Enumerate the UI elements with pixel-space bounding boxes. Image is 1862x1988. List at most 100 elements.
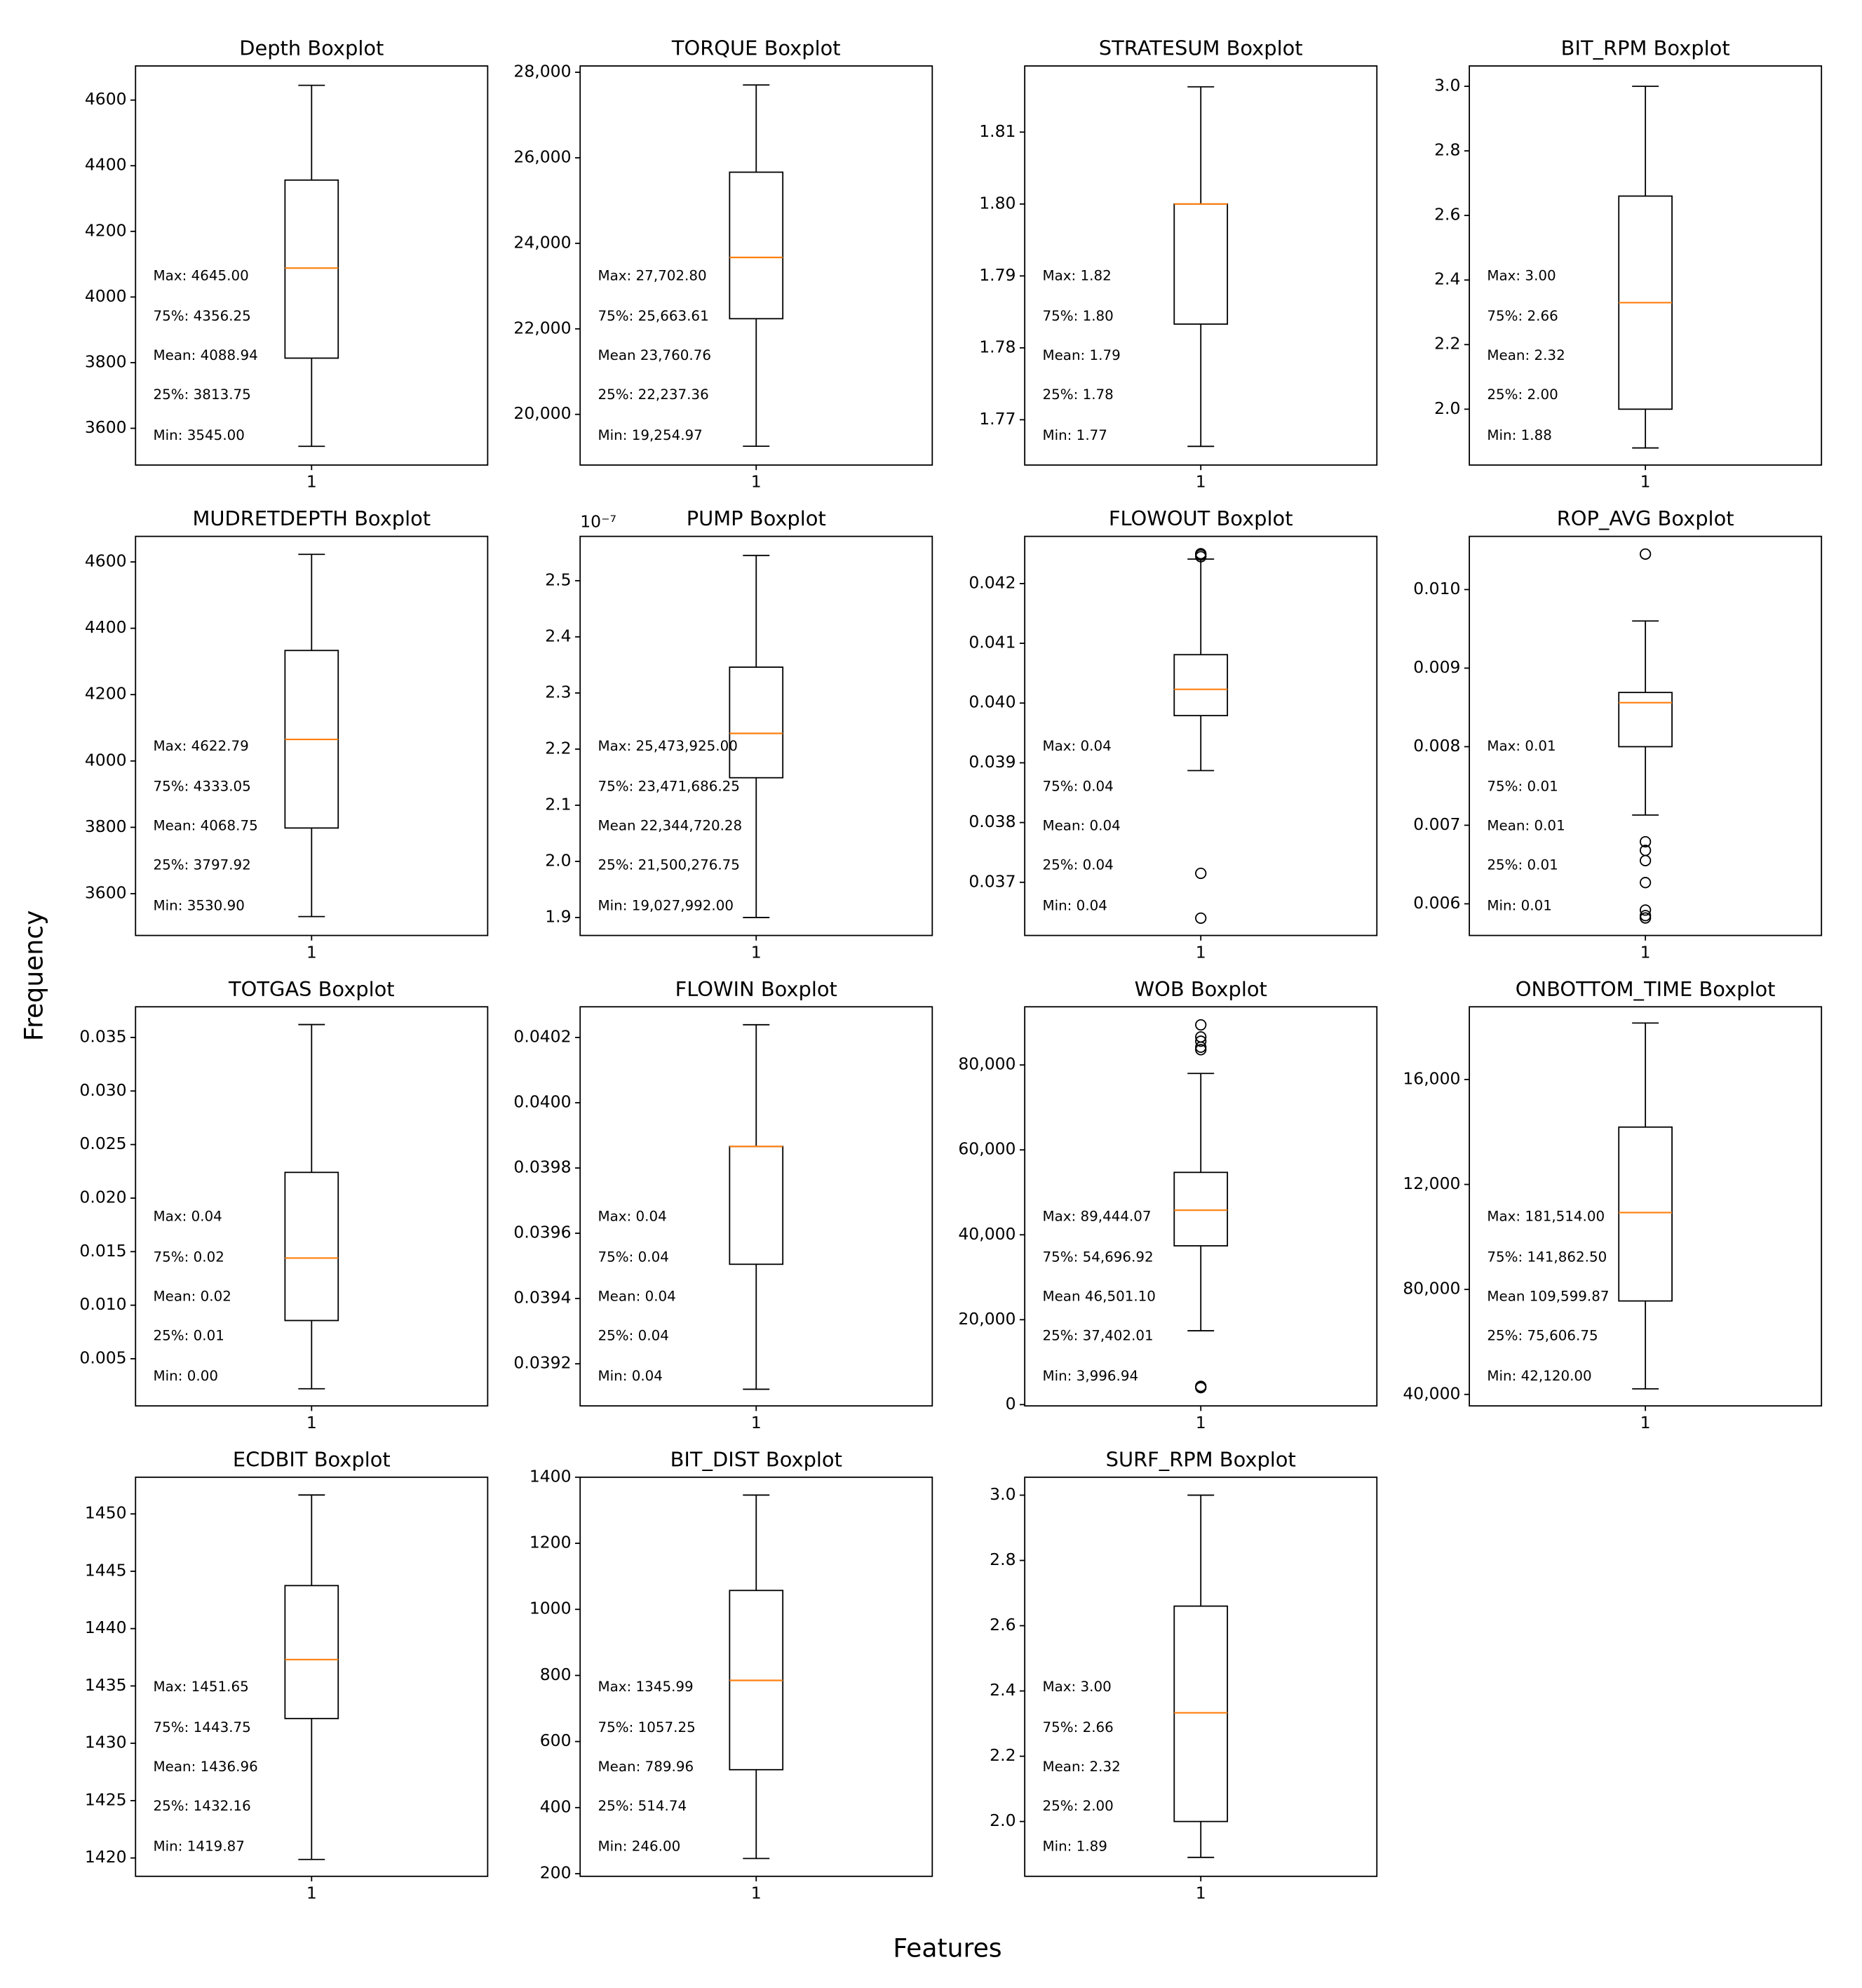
y-tick-label: 0.010 [79,1294,126,1314]
axes-frame [1024,1006,1378,1407]
stat-label: 75%: 4356.25 [154,308,251,324]
x-tick-label: 1 [306,942,317,962]
y-tick-label: 1425 [85,1789,127,1809]
x-tick-label: 1 [1196,1413,1206,1432]
stat-label: 75%: 4333.05 [154,779,251,795]
stat-label: Mean 22,344,720.28 [598,818,742,834]
stat-label: 25%: 3797.92 [154,857,251,873]
y-tick-label: 2.0 [545,850,571,870]
stat-label: Min: 0.04 [1042,898,1107,914]
y-tick-label: 0.015 [79,1241,126,1261]
x-tick-label: 1 [1640,942,1651,962]
x-tick-label: 1 [306,1413,317,1432]
stat-label: Min: 1.77 [1042,427,1107,443]
y-tick-label: 1430 [85,1733,127,1752]
y-tick-label: 0.005 [79,1348,126,1367]
y-tick-label: 1435 [85,1675,127,1695]
box [1173,1171,1229,1247]
stat-label: 75%: 25,663.61 [598,308,708,324]
x-tick-label: 1 [306,1883,317,1903]
chart-title: BIT_DIST Boxplot [670,1447,842,1471]
y-tick-label: 0.0396 [513,1223,571,1242]
chart-title: WOB Boxplot [1135,977,1267,1001]
y-tick-label: 1445 [85,1560,127,1580]
stat-label: 25%: 22,237.36 [598,387,708,403]
stat-label: Mean: 789.96 [598,1759,694,1775]
stat-label: 75%: 2.66 [1487,308,1558,324]
stat-label: 75%: 54,696.92 [1042,1249,1153,1265]
outlier [1640,548,1652,560]
y-tick-label: 80,000 [1403,1279,1460,1298]
stat-label: Min: 19,254.97 [598,427,702,443]
stat-label: 25%: 75,606.75 [1487,1327,1598,1343]
stat-label: Min: 0.04 [598,1368,662,1384]
stat-label: Max: 181,514.00 [1487,1209,1605,1225]
y-tick-label: 0.038 [969,812,1016,831]
y-tick-label: 3600 [85,417,127,437]
y-tick-label: 0.040 [969,692,1016,712]
stat-label: Mean 46,501.10 [1042,1288,1156,1304]
y-tick-label: 2.0 [990,1811,1016,1830]
stat-label: 75%: 1.80 [1042,308,1113,324]
stat-label: Mean 109,599.87 [1487,1288,1609,1304]
y-tick-label: 3600 [85,882,127,902]
stat-label: Min: 1.88 [1487,427,1551,443]
y-tick-label: 0.037 [969,871,1016,891]
stat-label: Max: 3.00 [1042,1679,1111,1695]
stat-label: 25%: 37,402.01 [1042,1327,1153,1343]
y-tick-label: 20,000 [513,403,571,423]
y-tick-label: 0.039 [969,752,1016,772]
y-tick-label: 3.0 [1434,76,1460,95]
stat-label: Mean: 0.04 [598,1288,675,1304]
stat-label: Max: 27,702.80 [598,267,706,283]
y-tick-label: 0.0398 [513,1157,571,1177]
y-tick-label: 4600 [85,89,127,109]
box [1173,1605,1229,1822]
stat-label: Mean: 0.04 [1042,818,1120,834]
stat-label: Mean: 2.32 [1042,1759,1120,1775]
outlier [1195,1041,1207,1053]
stat-label: 25%: 2.00 [1487,387,1558,403]
stat-label: 25%: 3813.75 [154,387,251,403]
stat-label: 25%: 1.78 [1042,387,1113,403]
x-tick-label: 1 [1196,472,1206,492]
y-axis-label: Frequency [19,911,49,1042]
y-tick-label: 0.0392 [513,1353,571,1373]
y-tick-label: 16,000 [1403,1068,1460,1088]
y-tick-label: 0.030 [79,1080,126,1100]
stat-label: Mean 23,760.76 [598,347,711,363]
y-tick-label: 4000 [85,750,127,770]
y-tick-label: 2.2 [545,738,571,758]
stat-label: Max: 1345.99 [598,1679,693,1695]
y-tick-label: 0.007 [1413,814,1460,834]
y-tick-label: 80,000 [958,1054,1016,1074]
y-tick-label: 2.6 [1434,205,1460,224]
axes-frame [1469,535,1823,936]
y-tick-label: 0.006 [1413,893,1460,913]
outlier [1640,912,1652,924]
x-tick-label: 1 [1640,472,1651,492]
stat-label: Min: 3,996.94 [1042,1368,1138,1384]
y-tick-label: 1200 [529,1533,572,1552]
stat-label: 75%: 1443.75 [154,1719,251,1735]
stat-label: 75%: 0.02 [154,1249,224,1265]
stat-label: Min: 1.89 [1042,1839,1107,1855]
stat-label: Min: 3530.90 [154,898,245,914]
stat-label: Max: 0.04 [1042,738,1111,754]
stat-label: Max: 89,444.07 [1042,1209,1151,1225]
outlier [1195,1382,1207,1394]
stat-label: 75%: 0.01 [1487,779,1558,795]
y-tick-label: 26,000 [513,147,571,166]
chart-title: STRATESUM Boxplot [1099,36,1303,60]
outlier [1195,867,1207,880]
y-tick-label: 60,000 [958,1139,1016,1159]
stat-label: Max: 4622.79 [154,738,249,754]
stat-label: Mean: 0.02 [154,1288,231,1304]
axes-frame [1024,65,1378,466]
chart-title: FLOWOUT Boxplot [1109,506,1293,530]
stat-label: Max: 1.82 [1042,267,1111,283]
stat-label: Mean: 2.32 [1487,347,1565,363]
y-tick-label: 1400 [529,1466,572,1486]
y-tick-label: 4400 [85,155,127,175]
stat-label: 75%: 0.04 [1042,779,1113,795]
